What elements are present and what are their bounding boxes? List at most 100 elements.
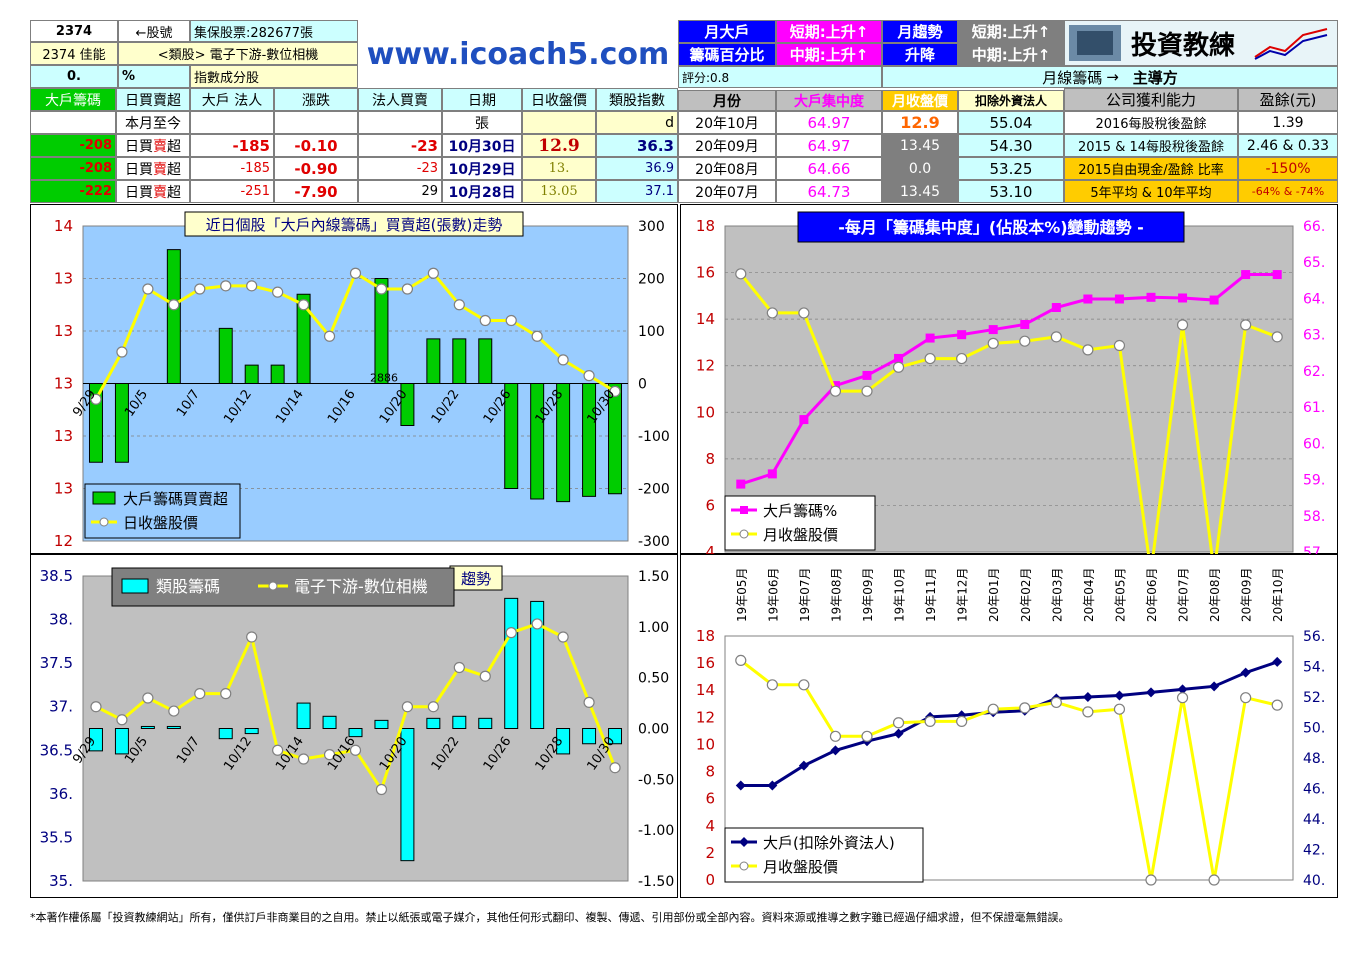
bar <box>270 364 285 384</box>
point <box>583 696 595 708</box>
y-left-tick: 38. <box>49 611 73 629</box>
point <box>735 268 747 280</box>
point <box>453 299 465 311</box>
point <box>830 745 841 756</box>
y-left-tick: 14 <box>696 681 715 699</box>
eps-value: 1.39 <box>1238 111 1338 134</box>
y-right-tick: 50. <box>1303 721 1325 737</box>
stray-label: 2886 <box>370 372 398 385</box>
legend-label: 電子下游-數位相機 <box>294 577 428 596</box>
point <box>609 385 621 397</box>
y-left-tick: 37.5 <box>40 654 73 672</box>
chart-title-box <box>449 565 503 591</box>
point <box>1019 702 1031 714</box>
buy-sell-label-part: 超 <box>167 161 181 178</box>
change-value: -0.10 <box>274 134 358 157</box>
series-line <box>740 660 1278 787</box>
bar <box>322 715 337 730</box>
point <box>861 730 873 742</box>
point <box>453 661 465 674</box>
bar <box>114 728 129 755</box>
y-right-tick: 57. <box>1303 545 1325 554</box>
concentration-value: 64.97 <box>776 111 882 134</box>
legend-marker <box>739 837 749 847</box>
point <box>766 679 778 691</box>
y-right-tick: 63. <box>1303 328 1325 344</box>
point <box>1178 293 1188 303</box>
x-month-label: 19年09月 <box>861 567 875 622</box>
index-value: 0. <box>30 65 118 88</box>
series-line <box>739 659 1278 881</box>
x-month-label: 20年08月 <box>1208 567 1222 622</box>
point <box>1241 270 1251 280</box>
bar <box>348 728 363 738</box>
y-left-tick: 12 <box>696 357 715 375</box>
point <box>1240 692 1252 704</box>
y-right-tick: 60. <box>1303 436 1325 452</box>
big-chip-value: -222 <box>30 180 116 203</box>
y-left-tick: 6 <box>705 496 715 514</box>
y-left-tick: 8 <box>705 450 715 468</box>
x-month-label: 20年09月 <box>1240 567 1254 622</box>
point <box>1176 319 1189 331</box>
y-right-tick: -100 <box>638 429 670 445</box>
ex-foreign-value: 53.25 <box>958 157 1064 180</box>
y-left-tick: 13 <box>54 322 73 340</box>
point <box>829 385 842 397</box>
x-month-label: 19年08月 <box>829 567 843 622</box>
bar <box>582 728 597 745</box>
y-left-tick: 14 <box>54 217 73 235</box>
point <box>1020 319 1030 329</box>
y-left-tick: 12 <box>54 532 73 550</box>
y-left-tick: 10 <box>696 403 715 421</box>
bar <box>400 728 415 862</box>
y-right-tick: -200 <box>638 482 670 498</box>
legend-label: 日收盤股價 <box>123 514 198 532</box>
y-right-tick: 44. <box>1303 812 1325 828</box>
close-value: 13.05 <box>522 180 596 203</box>
point <box>194 688 206 700</box>
y-left-tick: 36.5 <box>40 741 73 759</box>
site-name[interactable]: www.icoach5.com <box>358 20 678 88</box>
y-left-tick: 4 <box>705 543 715 554</box>
chart-title-box <box>184 211 524 237</box>
big-chip-value: -208 <box>30 157 116 180</box>
sector-name: <類股> 電子下游-數位相機 <box>118 42 358 65</box>
point <box>1271 699 1283 711</box>
y-right-tick: 62. <box>1303 364 1325 380</box>
y-left-tick: 16 <box>696 654 715 672</box>
left-header-3: 漲跌 <box>274 88 358 111</box>
point <box>1271 331 1283 343</box>
y-right-tick: 48. <box>1303 751 1325 767</box>
close-value: 13. <box>522 157 596 180</box>
bar <box>504 597 519 729</box>
bar <box>140 725 155 729</box>
y-right-tick: 0.50 <box>638 671 669 687</box>
left-header-7: 類股指數 <box>596 88 678 111</box>
legend-marker <box>268 581 278 591</box>
legend-marker <box>739 861 749 871</box>
legend-box <box>724 495 876 551</box>
short-term-up: 短期:上升↑ <box>776 20 882 43</box>
point <box>1051 303 1061 312</box>
left-unit-1: 本月至今 <box>116 111 190 134</box>
bar <box>530 600 545 730</box>
y-left-tick: 16 <box>696 264 715 282</box>
x-month-label: 20年07月 <box>1177 567 1191 622</box>
x-month-label: 20年03月 <box>1050 567 1064 622</box>
bar <box>452 338 467 384</box>
point <box>1208 874 1220 886</box>
y-right-tick: 56. <box>1303 629 1325 645</box>
right-header-2: 月收盤價 <box>882 90 958 111</box>
point <box>427 701 439 713</box>
y-right-tick: 200 <box>638 272 665 288</box>
eps-value: -64% & -74% <box>1238 180 1338 203</box>
x-month-label: 20年10月 <box>1271 567 1285 622</box>
left-header-4: 法人買賣 <box>358 88 442 111</box>
logo-text: 投資教練 <box>1131 31 1236 61</box>
y-right-tick: 40. <box>1303 873 1325 889</box>
point <box>767 780 778 791</box>
chart-title-box <box>797 211 1185 243</box>
point <box>1083 294 1093 304</box>
point <box>798 760 809 771</box>
